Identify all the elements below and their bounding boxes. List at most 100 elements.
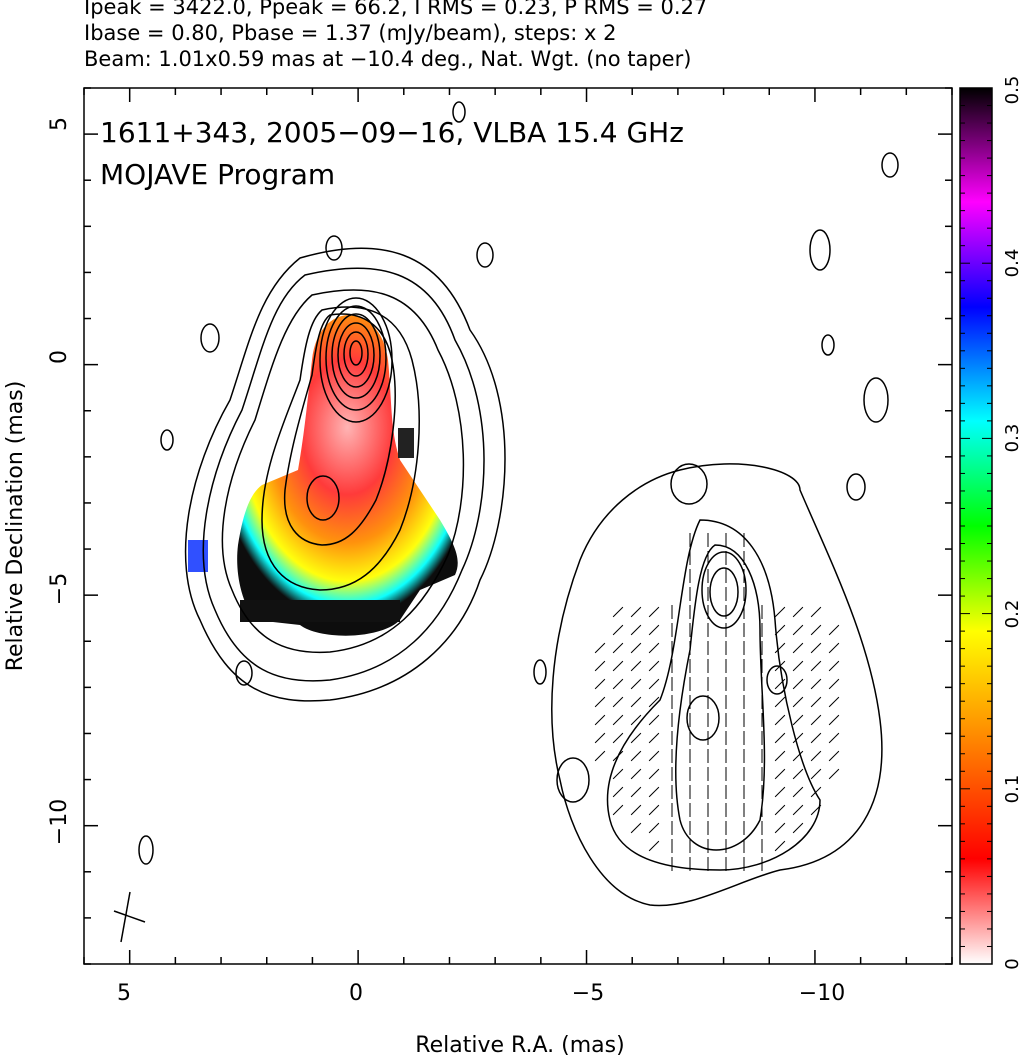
evpa-vector [828, 714, 840, 726]
evpa-vector [792, 606, 804, 618]
evpa-vector [774, 768, 786, 780]
evpa-vector [630, 714, 642, 726]
contour-core-1 [319, 297, 393, 423]
pol-contour-e8 [670, 463, 708, 505]
evpa-vector [630, 786, 642, 798]
evpa-vector [612, 696, 624, 708]
evpa-vector [792, 804, 804, 816]
evpa-vector [792, 660, 804, 672]
contour-blob-a [200, 323, 220, 353]
colorbar: 0 0.1 0.2 0.3 0.4 0.5 [959, 76, 1022, 970]
evpa-vector [630, 624, 642, 636]
program-text: MOJAVE Program [100, 158, 335, 191]
evpa-vector [630, 804, 642, 816]
evpa-vector [648, 642, 660, 654]
evpa-vector [792, 750, 804, 762]
colorbar-tick-label: 0.3 [1002, 424, 1022, 453]
evpa-vector [594, 642, 606, 654]
evpa-vector [594, 714, 606, 726]
evpa-vector [594, 696, 606, 708]
header-peak-rms: Ipeak = 3422.0, Ppeak = 66.2, I RMS = 0.… [84, 0, 708, 19]
contour-core-4 [337, 322, 375, 388]
evpa-vector [774, 732, 786, 744]
pol-contour-e3 [863, 377, 889, 423]
contour-blob-e [235, 660, 253, 686]
evpa-vector [792, 822, 804, 834]
evpa-vector [810, 750, 822, 762]
evpa-vectors [594, 533, 840, 871]
pol-contour-e2 [809, 229, 831, 271]
pol-contour-left-knot [556, 757, 590, 803]
evpa-vector [774, 624, 786, 636]
x-axis-title: Relative R.A. (mas) [415, 1033, 624, 1058]
evpa-vector [774, 750, 786, 762]
evpa-vector [630, 642, 642, 654]
contour-blob-c [476, 242, 494, 268]
evpa-vector [828, 642, 840, 654]
evpa-vector [648, 678, 660, 690]
contour-core-6 [349, 340, 363, 366]
contour-outer-1 [184, 247, 506, 702]
colorbar-tick-label: 0.2 [1002, 600, 1022, 629]
evpa-vector [612, 642, 624, 654]
pol-contour-knot [686, 695, 720, 741]
evpa-vector [828, 624, 840, 636]
contour-mid-1 [261, 306, 420, 591]
evpa-vector [810, 786, 822, 798]
evpa-vector [774, 696, 786, 708]
evpa-vector [594, 750, 606, 762]
plot-frame [83, 87, 953, 965]
evpa-vector [810, 696, 822, 708]
contour-blob-f [138, 835, 154, 865]
pol-contour-core-1 [701, 551, 747, 629]
contour-outer-2 [202, 267, 485, 682]
evpa-vector [648, 732, 660, 744]
evpa-vector [612, 660, 624, 672]
evpa-vector [810, 732, 822, 744]
evpa-vector [774, 714, 786, 726]
evpa-vector [810, 714, 822, 726]
evpa-vector [774, 822, 786, 834]
contour-core-3 [331, 313, 381, 399]
evpa-vector [612, 624, 624, 636]
evpa-vector [594, 732, 606, 744]
polarized-contours [533, 152, 899, 907]
pol-contour-outer [551, 463, 883, 907]
pol-contour-e1 [766, 665, 788, 695]
evpa-vector [648, 714, 660, 726]
pol-contour-e5 [821, 334, 835, 356]
evpa-vector [828, 768, 840, 780]
evpa-vector [612, 606, 624, 618]
y-tick-labels: 5 0 −5 −10 [47, 117, 72, 845]
evpa-vector [774, 786, 786, 798]
evpa-vector [648, 660, 660, 672]
evpa-vector [828, 696, 840, 708]
evpa-vector [612, 786, 624, 798]
evpa-vector [594, 660, 606, 672]
y-axis-ticks [84, 87, 952, 965]
evpa-vector [630, 678, 642, 690]
evpa-vector [792, 732, 804, 744]
pol-contour-e7 [533, 659, 547, 685]
evpa-vector [792, 678, 804, 690]
x-tick-label: −10 [799, 981, 845, 1006]
evpa-vector [648, 624, 660, 636]
pol-contour-core-2 [709, 567, 739, 617]
evpa-vector [774, 606, 786, 618]
evpa-vector [630, 606, 642, 618]
evpa-vector [648, 750, 660, 762]
evpa-vector [792, 696, 804, 708]
contour-core-2 [325, 305, 387, 411]
x-tick-labels: 5 0 −5 −10 [117, 981, 845, 1006]
beam-marker [113, 891, 146, 943]
evpa-vector [774, 642, 786, 654]
image-content [113, 101, 899, 943]
evpa-vector [810, 768, 822, 780]
polarization-edge-dark [240, 600, 400, 622]
evpa-vector [612, 750, 624, 762]
evpa-vector [810, 624, 822, 636]
contour-blob-g [452, 101, 466, 123]
evpa-vector [828, 678, 840, 690]
evpa-vector [612, 678, 624, 690]
